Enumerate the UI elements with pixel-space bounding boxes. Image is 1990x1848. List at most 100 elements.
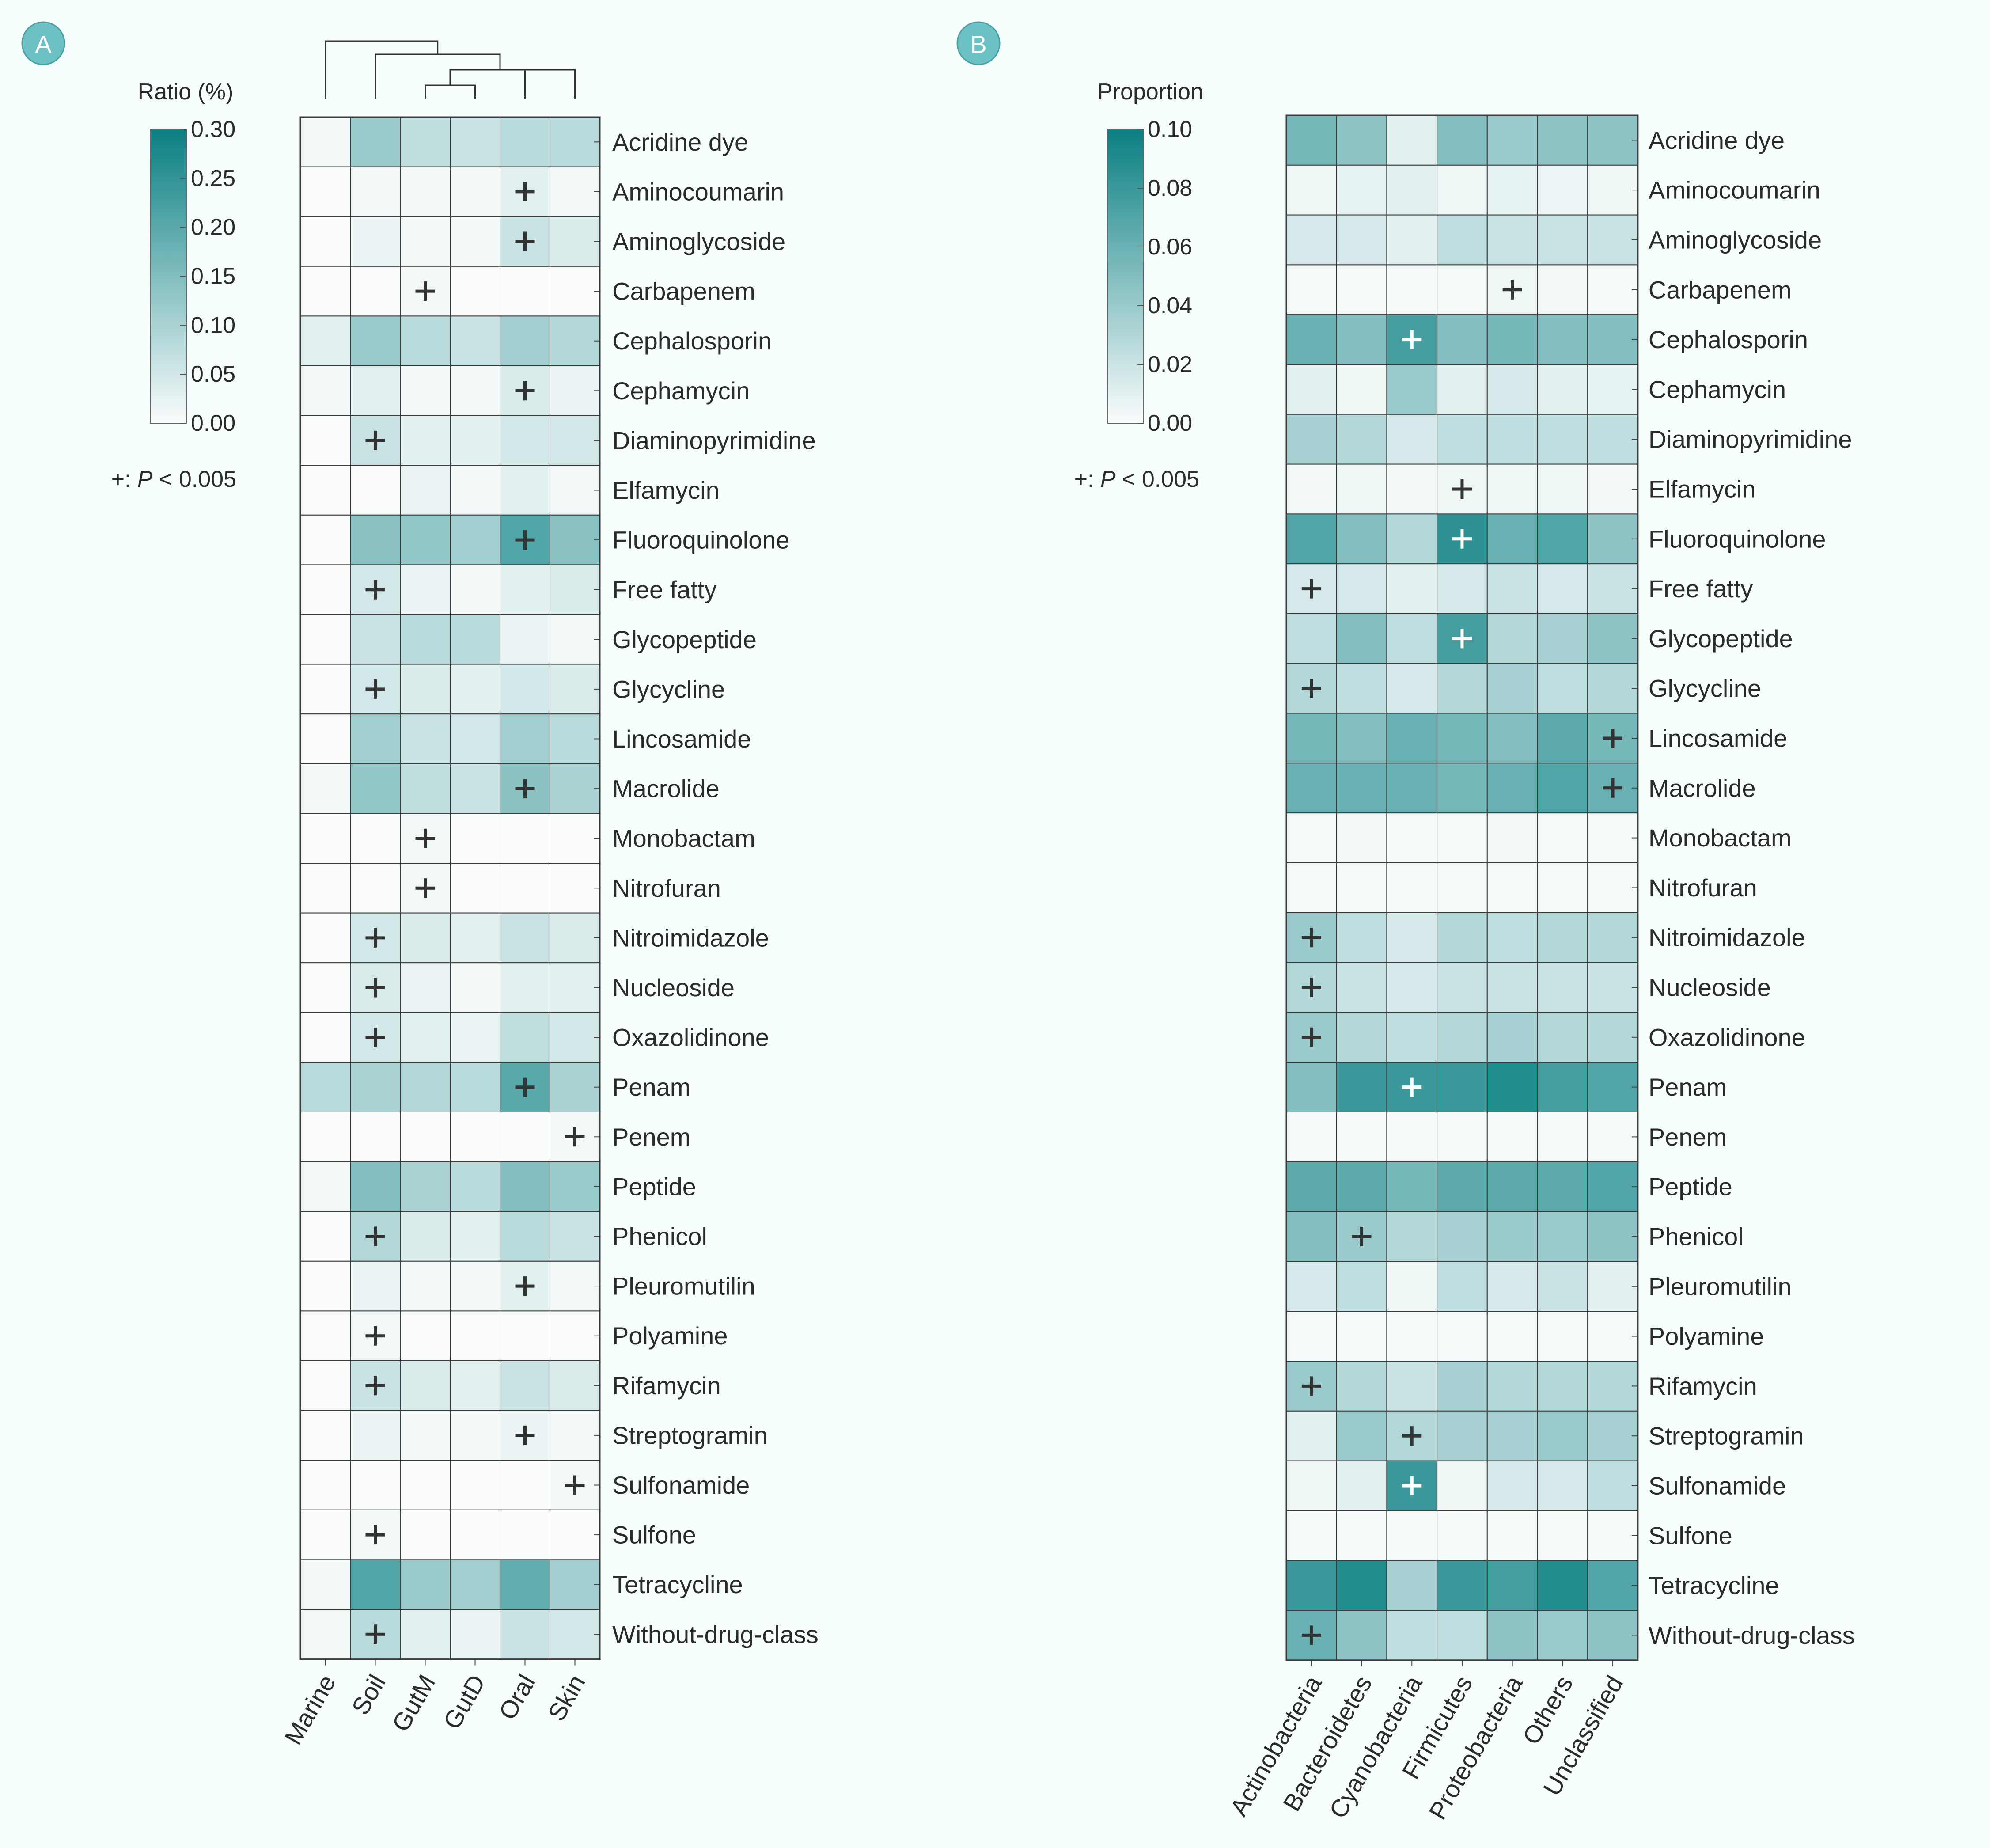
heatmap-cell (550, 365, 600, 416)
heatmap-cell (1336, 912, 1387, 963)
significance-plus (415, 828, 435, 848)
heatmap-cell (1336, 1510, 1387, 1561)
panel-badge (21, 21, 65, 65)
note-suffix: < 0.005 (153, 467, 236, 492)
heatmap-cell (1437, 1460, 1488, 1511)
heatmap-cell (1437, 164, 1488, 216)
heatmap-cell (550, 1509, 600, 1560)
heatmap-cell (400, 1012, 451, 1063)
heatmap-cell (450, 1260, 500, 1312)
note-suffix: < 0.005 (1116, 467, 1199, 492)
significance-plus (1452, 529, 1472, 549)
row-label: Oxazolidinone (612, 1024, 769, 1051)
row-label: Peptide (612, 1173, 696, 1200)
heatmap-cell (450, 564, 500, 615)
heatmap-cell (1437, 1510, 1488, 1561)
heatmap-cell (1286, 1410, 1337, 1461)
heatmap-cell (350, 1260, 401, 1312)
row-label: Elfamycin (612, 476, 720, 504)
heatmap-cell (550, 1360, 600, 1411)
significance-plus (1301, 978, 1321, 997)
heatmap-cell (450, 266, 500, 317)
row-label: Lincosamide (1649, 725, 1787, 752)
row-label: Sulfone (1649, 1522, 1732, 1549)
colorbar-tick-label: 0.10 (191, 312, 235, 338)
heatmap-cell (1286, 1062, 1337, 1112)
heatmap-cell (1437, 1311, 1488, 1362)
heatmap-cell (400, 1509, 451, 1560)
significance-plus (565, 1475, 585, 1495)
row-label: Pleuromutilin (612, 1272, 755, 1300)
dendrogram-branch (524, 69, 576, 99)
heatmap-cell (1587, 1012, 1638, 1063)
row-label: Penem (1649, 1123, 1727, 1151)
significance-plus (515, 182, 535, 201)
row-label: Glycycline (1649, 675, 1761, 702)
heatmap-cell (500, 1609, 550, 1660)
heatmap-cell (400, 1460, 451, 1510)
heatmap-cell (1486, 1261, 1538, 1312)
heatmap-cell (350, 1460, 401, 1510)
significance-plus (415, 281, 435, 301)
significance-plus (365, 928, 385, 948)
heatmap-cell (1537, 1161, 1588, 1212)
colorbar-tick-label: 0.05 (191, 361, 235, 387)
heatmap-cell (1386, 164, 1438, 216)
heatmap-cell (300, 1012, 351, 1063)
significance-plus (1352, 1227, 1372, 1246)
row-label: Lincosamide (612, 725, 751, 753)
heatmap-cell (1537, 613, 1588, 664)
heatmap-cell (300, 266, 351, 317)
heatmap-cell (550, 266, 600, 317)
heatmap-cell (1336, 1460, 1387, 1511)
heatmap-cell (300, 514, 351, 565)
heatmap-cell (400, 713, 451, 764)
heatmap-cell (450, 1410, 500, 1461)
heatmap-cell (550, 166, 600, 217)
colorbar-tick-label: 0.04 (1148, 293, 1192, 319)
heatmap-cell (1587, 1261, 1638, 1312)
row-label: Monobactam (612, 824, 755, 852)
significance-plus (515, 1276, 535, 1296)
row-label: Sulfone (612, 1521, 696, 1549)
heatmap-cell (1437, 314, 1488, 365)
significance-plus (515, 1077, 535, 1097)
heatmap-cell (1336, 364, 1387, 415)
heatmap-cell (400, 1310, 451, 1361)
heatmap-cell (500, 465, 550, 516)
row-label: Glycopeptide (1649, 625, 1793, 653)
heatmap-cell (1286, 713, 1337, 764)
heatmap-cell (300, 216, 351, 267)
heatmap-cell (550, 315, 600, 367)
heatmap-cell (300, 1460, 351, 1510)
heatmap-cell (450, 912, 500, 964)
row-label: Nucleoside (1649, 974, 1771, 1002)
significance-plus (1301, 1625, 1321, 1645)
heatmap-cell (1537, 962, 1588, 1013)
heatmap-cell (1537, 1610, 1588, 1661)
heatmap-cell (1537, 1361, 1588, 1412)
heatmap-cell (1437, 812, 1488, 863)
heatmap-cell (1486, 613, 1538, 664)
heatmap-cell (400, 415, 451, 466)
row-label: Nucleoside (612, 974, 735, 1002)
heatmap-cell (350, 117, 401, 167)
heatmap-cell (1537, 1560, 1588, 1611)
heatmap-cell (1537, 364, 1588, 415)
row-label: Fluoroquinolone (1649, 525, 1826, 553)
heatmap-cell (1286, 364, 1337, 415)
row-label: Cephamycin (612, 377, 750, 405)
significance-plus (515, 381, 535, 401)
heatmap-cell (1587, 613, 1638, 664)
heatmap-cell (1486, 1460, 1538, 1511)
column-dendrogram (325, 40, 576, 99)
heatmap-cell (1486, 912, 1538, 963)
heatmap-cell (1537, 563, 1588, 614)
heatmap-cell (1386, 463, 1438, 515)
heatmap-cell (1386, 364, 1438, 415)
colorbar-title: Proportion (1097, 79, 1203, 105)
heatmap-cell (400, 1410, 451, 1461)
heatmap-cell (450, 166, 500, 217)
heatmap-cell (1486, 1112, 1538, 1162)
heatmap-cell (350, 713, 401, 764)
